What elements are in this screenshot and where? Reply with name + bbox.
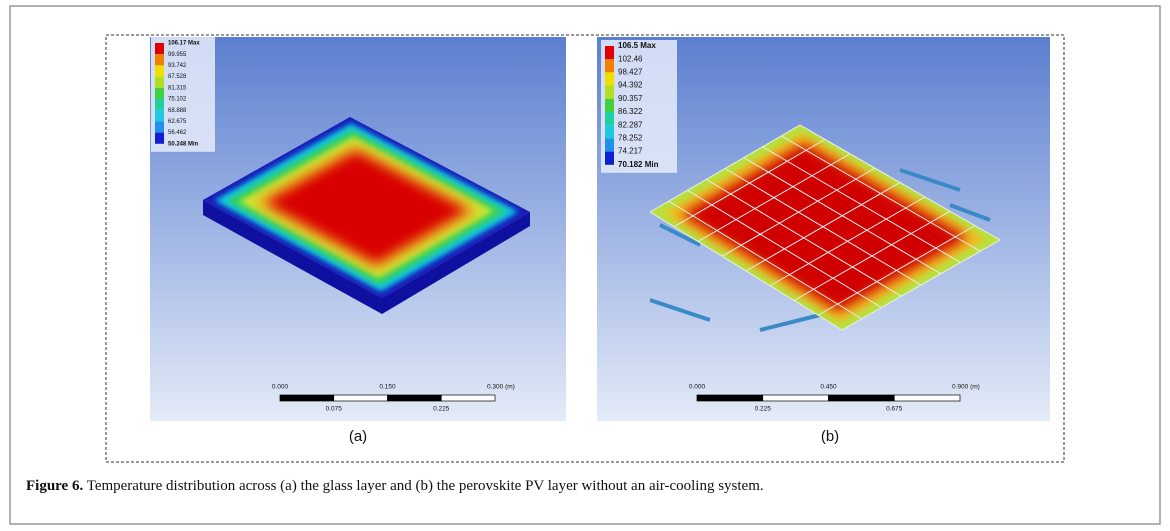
legend-swatch xyxy=(605,46,614,59)
legend-swatch xyxy=(605,72,614,85)
legend-swatch xyxy=(605,59,614,72)
legend-label: 81.315 xyxy=(168,85,187,91)
legend-swatch xyxy=(155,88,164,99)
legend-swatch xyxy=(155,121,164,132)
scale-label: 0.300 (m) xyxy=(487,384,515,391)
legend-swatch xyxy=(605,125,614,138)
panel-label: (a) xyxy=(349,428,367,445)
legend-label: 78.252 xyxy=(618,134,643,143)
figure: 106.17 Max 99.955 93.742 87.528 81.315 75.102… xyxy=(0,0,1170,531)
legend-label: 98.427 xyxy=(618,68,643,77)
legend-label: 102.46 xyxy=(618,54,643,63)
caption-label: Figure 6. xyxy=(26,478,83,494)
scale-segment xyxy=(441,395,495,401)
legend-swatch xyxy=(155,110,164,121)
scale-segment xyxy=(388,395,442,401)
legend-label: 70.182 Min xyxy=(618,160,659,169)
legend-label: 62.675 xyxy=(168,119,187,125)
legend-label: 90.357 xyxy=(618,94,643,103)
legend-label: 93.742 xyxy=(168,63,187,69)
legend-label: 50.248 Min xyxy=(168,141,199,147)
legend-label: 56.462 xyxy=(168,130,187,136)
legend-swatch xyxy=(155,54,164,65)
scale-segment xyxy=(829,395,895,401)
legend-label: 68.888 xyxy=(168,108,187,114)
legend-swatch xyxy=(605,99,614,112)
page: 106.17 Max 99.955 93.742 87.528 81.315 75.102… xyxy=(0,0,1170,531)
scale-label: 0.075 xyxy=(326,406,343,413)
scale-segment xyxy=(763,395,829,401)
legend-label: 74.217 xyxy=(618,147,643,156)
legend-label: 99.955 xyxy=(168,52,187,58)
legend-swatch xyxy=(605,138,614,151)
scale-label: 0.225 xyxy=(755,406,772,413)
legend-label: 87.528 xyxy=(168,74,187,80)
scale-label: 0.000 xyxy=(689,384,706,391)
figure-caption: Figure 6. Temperature distribution acros… xyxy=(26,478,764,495)
scale-segment xyxy=(894,395,960,401)
legend-swatch xyxy=(605,112,614,125)
scale-segment xyxy=(697,395,763,401)
legend-swatch xyxy=(605,86,614,99)
scale-segment xyxy=(280,395,334,401)
scale-label: 0.900 (m) xyxy=(952,384,980,391)
legend-swatch xyxy=(155,77,164,88)
legend-swatch xyxy=(155,43,164,54)
legend-swatch xyxy=(155,65,164,76)
legend-swatch xyxy=(155,133,164,144)
scale-label: 0.675 xyxy=(886,406,903,413)
scale-label: 0.150 xyxy=(379,384,396,391)
legend-label: 106.5 Max xyxy=(618,41,656,50)
legend-swatch xyxy=(155,99,164,110)
scale-label: 0.000 xyxy=(272,384,289,391)
legend-label: 82.287 xyxy=(618,120,643,129)
legend-label: 106.17 Max xyxy=(168,41,200,47)
legend-swatch xyxy=(605,152,614,165)
legend-label: 75.102 xyxy=(168,97,187,103)
legend-label: 94.392 xyxy=(618,81,643,90)
panel-label: (b) xyxy=(821,428,839,445)
scale-label: 0.225 xyxy=(433,406,450,413)
scale-segment xyxy=(334,395,388,401)
scale-label: 0.450 xyxy=(820,384,837,391)
caption-text: Temperature distribution across (a) the … xyxy=(87,478,764,494)
legend-label: 86.322 xyxy=(618,107,643,116)
